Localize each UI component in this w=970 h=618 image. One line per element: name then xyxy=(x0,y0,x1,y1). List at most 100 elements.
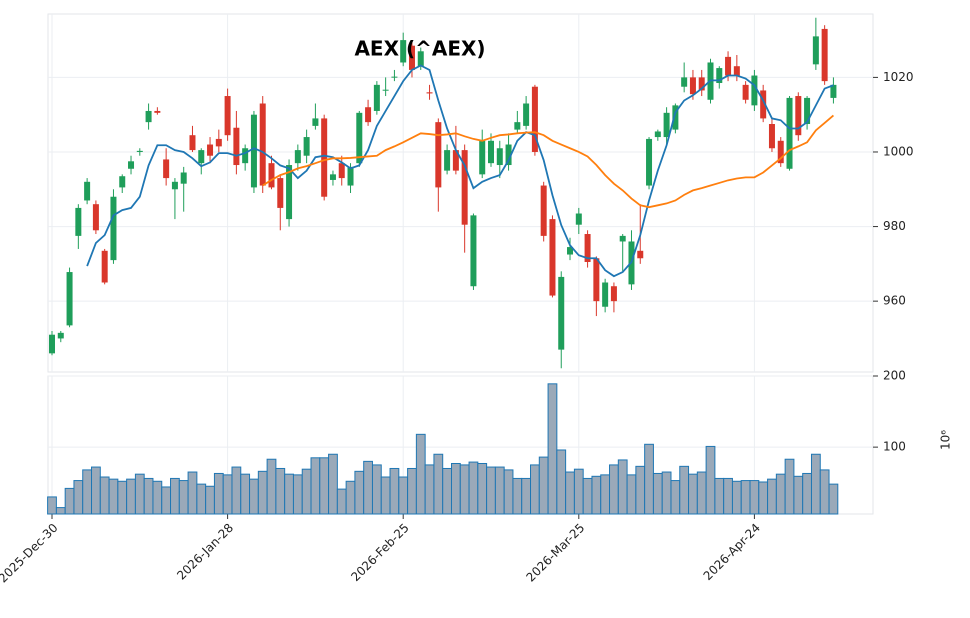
volume-bar xyxy=(450,462,461,515)
volume-bar xyxy=(477,462,488,515)
volume-bar xyxy=(705,445,716,515)
candle-body xyxy=(347,166,354,186)
candle-body xyxy=(733,66,740,76)
candle-body xyxy=(303,137,310,156)
volume-bar xyxy=(661,471,672,515)
candle-body xyxy=(461,150,468,225)
candle-body xyxy=(356,112,363,164)
candle-body xyxy=(382,89,389,91)
candle-body xyxy=(338,163,345,179)
volume-bar xyxy=(530,464,540,515)
candle-body xyxy=(505,144,512,166)
volume-bar xyxy=(64,487,75,515)
candle-body xyxy=(207,144,214,156)
y-tick-label: 1020 xyxy=(883,70,914,84)
volume-bar xyxy=(170,477,180,515)
candle-body xyxy=(619,235,626,242)
candle-body xyxy=(549,219,556,296)
price-panel xyxy=(47,13,874,373)
candle-body xyxy=(804,97,811,125)
volume-bar xyxy=(767,478,777,515)
candle-body xyxy=(689,77,696,95)
volume-bar xyxy=(371,464,382,515)
volume-bar xyxy=(354,470,365,515)
volume-bar xyxy=(714,477,725,515)
volume-bar xyxy=(591,475,602,515)
volume-bar xyxy=(775,473,786,515)
volume-bar xyxy=(468,461,479,515)
candle-body xyxy=(593,258,600,302)
candle-body xyxy=(681,77,688,87)
candle-body xyxy=(523,103,530,126)
volume-bar xyxy=(284,473,294,515)
candle-body xyxy=(531,86,538,152)
volume-bar xyxy=(556,449,567,515)
volume-bar xyxy=(134,473,145,515)
volume-bar xyxy=(644,443,654,515)
volume-bar xyxy=(266,458,277,515)
candle-body xyxy=(128,161,135,169)
volume-bar xyxy=(99,476,110,515)
candle-body xyxy=(110,196,117,261)
volume-bar xyxy=(547,383,558,515)
candle-body xyxy=(391,76,398,78)
volume-bar xyxy=(161,486,172,515)
y-tick-label: 200 xyxy=(883,369,906,383)
y-tick-label: 100 xyxy=(883,440,906,454)
candle-body xyxy=(136,150,143,152)
volume-bar xyxy=(292,474,303,515)
volume-bar xyxy=(301,468,312,515)
candle-body xyxy=(795,96,802,136)
candle-body xyxy=(312,118,319,126)
candle-body xyxy=(637,250,644,259)
candle-body xyxy=(470,215,477,287)
candle-body xyxy=(786,97,793,169)
chart-title: AEX (^AEX) xyxy=(354,37,485,61)
candle-body xyxy=(663,112,670,138)
volume-bar xyxy=(442,467,452,515)
volume-bar xyxy=(47,496,57,515)
volume-bar xyxy=(345,480,356,515)
volume-bar xyxy=(503,469,514,515)
volume-bar xyxy=(240,473,251,515)
candle-body xyxy=(215,138,222,147)
volume-bar xyxy=(249,478,259,515)
volume-bar xyxy=(73,480,84,515)
candle-body xyxy=(452,150,459,171)
volume-bar xyxy=(82,469,93,515)
candle-body xyxy=(329,174,336,180)
volume-bar xyxy=(565,471,575,515)
volume-bar xyxy=(609,464,619,515)
candle-body xyxy=(610,286,617,302)
candle-body xyxy=(49,334,55,354)
candle-body xyxy=(57,332,64,339)
volume-bar xyxy=(275,467,286,515)
candle-body xyxy=(286,165,293,220)
candle-body xyxy=(180,172,187,184)
volume-bar xyxy=(696,471,707,515)
x-tick-label: 2026-Mar-25 xyxy=(524,521,588,585)
volume-bar xyxy=(196,483,207,515)
volume-bar xyxy=(257,470,268,515)
candle-body xyxy=(75,207,82,236)
volume-bar xyxy=(143,477,154,515)
candle-body xyxy=(189,135,196,151)
candle-body xyxy=(444,150,451,171)
volume-bar xyxy=(582,477,593,515)
volume-bar xyxy=(389,467,400,515)
candle-body xyxy=(66,272,73,326)
x-tick-label: 2026-Feb-25 xyxy=(348,521,411,584)
candle-body xyxy=(812,36,819,65)
volume-bar xyxy=(205,485,215,515)
candle-body xyxy=(426,92,433,94)
volume-bar xyxy=(213,472,224,515)
candle-body xyxy=(751,75,758,106)
volume-bar xyxy=(91,466,101,515)
volume-bar xyxy=(310,457,321,515)
volume-bar xyxy=(512,477,523,515)
candle-body xyxy=(496,148,503,166)
volume-bar xyxy=(652,472,663,515)
volume-bar xyxy=(486,466,496,515)
volume-bar xyxy=(222,474,233,515)
candle-body xyxy=(365,107,372,123)
